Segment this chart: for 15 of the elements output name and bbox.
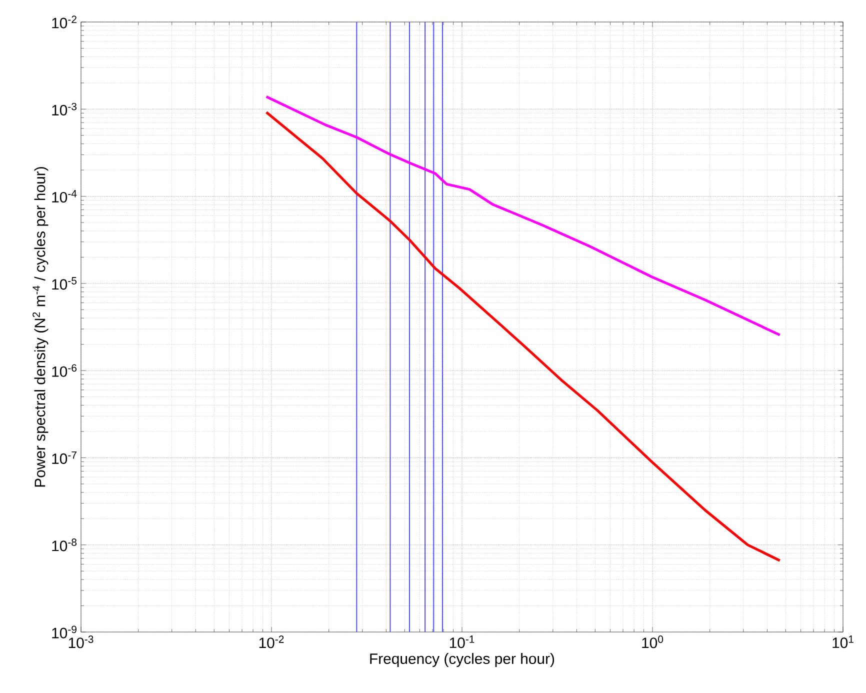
y-tick-label: 10$^{-7}$: [52, 451, 76, 464]
y-tick-label: 10$^{-3}$: [52, 102, 77, 116]
y-tick-label: 10$^{-5}$: [52, 277, 77, 290]
x-axis-title: Frequency (cycles per hour): [370, 653, 554, 667]
y-tick-label: 10$^{-8}$: [52, 538, 77, 552]
x-tick-label: 10$^{0}$: [642, 636, 664, 648]
y-tick-label: 10$^{-9}$: [52, 626, 76, 638]
y-tick-label: 10$^{-6}$: [52, 364, 77, 377]
x-tick-label: 10$^{-3}$: [68, 636, 94, 648]
x-tick-label: 10$^{-1}$: [450, 636, 474, 648]
x-tick-label: 10$^{-2}$: [259, 636, 284, 648]
y-tick-label: 10$^{-2}$: [52, 16, 76, 28]
y-tick-label: 10$^{-4}$: [52, 190, 77, 203]
y-axis-title: Power spectral density (N$^{2}$ m$^{-4}$ / cycles per hour): [32, 167, 48, 487]
x-tick-label: 10$^{1}$: [832, 636, 854, 648]
